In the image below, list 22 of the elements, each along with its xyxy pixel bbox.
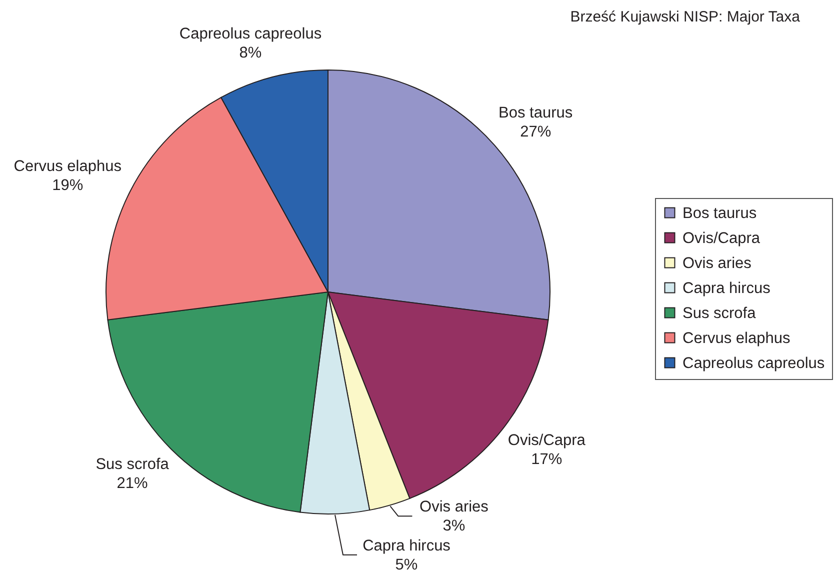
data-label: 21% <box>116 475 148 492</box>
data-label: 19% <box>52 176 84 194</box>
data-label: 3% <box>442 518 466 535</box>
data-label: 17% <box>531 451 562 468</box>
slice-label: Ovis aries <box>420 498 489 516</box>
slice-label: Capreolus capreolus <box>179 26 322 43</box>
legend-label: Cervus elaphus <box>682 330 790 347</box>
data-label: 8% <box>239 44 262 62</box>
slice-label: Bos taurus <box>498 104 573 122</box>
slice-label: Capra hircus <box>362 537 451 554</box>
slice-label: Sus scrofa <box>96 456 170 474</box>
data-label: 27% <box>520 124 552 141</box>
legend-label: Capra hircus <box>682 280 771 297</box>
legend-label: Capreolus capreolus <box>682 354 825 372</box>
slice-label: Ovis/Capra <box>508 432 586 450</box>
chart-title: Brześć Kujawski NISP: Major Taxa <box>570 8 801 26</box>
slice-label: Cervus elaphus <box>14 158 122 175</box>
legend-label: Bos taurus <box>682 204 757 222</box>
legend-label: Ovis/Capra <box>682 230 760 247</box>
legend-label: Sus scrofa <box>682 304 756 322</box>
legend-label: Ovis aries <box>682 254 752 272</box>
data-label: 5% <box>395 556 418 574</box>
